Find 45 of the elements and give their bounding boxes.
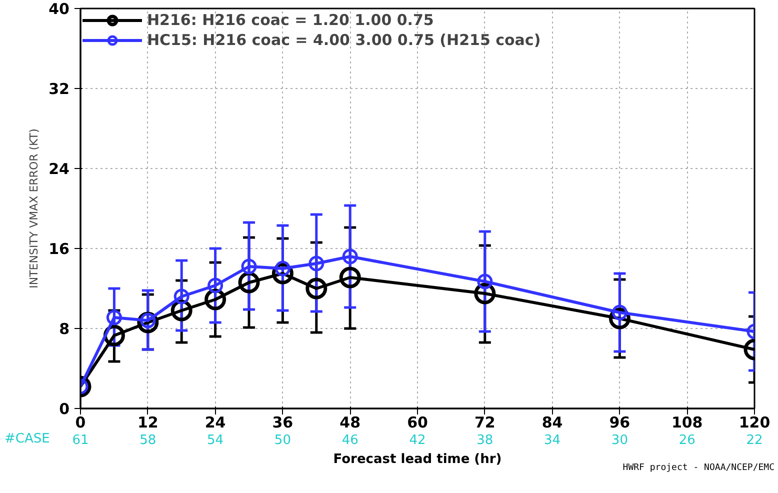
x-tick-label: 84 bbox=[542, 414, 563, 432]
x-tick-label: 72 bbox=[474, 414, 496, 432]
text: 38 bbox=[476, 433, 494, 448]
x-tick-label: 60 bbox=[407, 414, 428, 432]
point bbox=[238, 272, 260, 294]
y-tick-label: 16 bbox=[48, 240, 70, 258]
text: 46 bbox=[342, 433, 358, 448]
point bbox=[477, 274, 493, 290]
text: 34 bbox=[544, 433, 561, 448]
point bbox=[339, 266, 361, 288]
text: HWRF project - NOAA/NCEP/EMC bbox=[622, 462, 774, 473]
y-axis-title: INTENSITY VMAX ERROR (KT) bbox=[28, 128, 41, 288]
text: 22 bbox=[746, 433, 763, 448]
text: 26 bbox=[678, 433, 696, 448]
x-tick-label: 108 bbox=[671, 414, 703, 432]
point bbox=[306, 278, 328, 300]
point bbox=[474, 282, 496, 304]
text: 61 bbox=[72, 433, 89, 448]
point bbox=[106, 310, 122, 326]
point bbox=[174, 288, 190, 304]
point bbox=[241, 258, 257, 274]
text: 50 bbox=[274, 433, 291, 448]
x-tick-label: 36 bbox=[272, 414, 294, 432]
y-tick-label: 8 bbox=[59, 320, 70, 338]
x-axis-title: Forecast lead time (hr) bbox=[333, 452, 502, 467]
text: 58 bbox=[140, 433, 156, 448]
text: 30 bbox=[611, 433, 628, 448]
y-tick-label: 32 bbox=[48, 80, 70, 98]
point bbox=[208, 278, 224, 294]
x-tick-label: 24 bbox=[204, 414, 226, 432]
x-tick-label: 48 bbox=[340, 414, 361, 432]
y-tick-label: 24 bbox=[48, 160, 70, 178]
x-tick-label: 120 bbox=[738, 414, 770, 432]
y-tick-label: 40 bbox=[48, 0, 70, 18]
legend-label: HC15: H216 coac = 4.00 3.00 0.75 (H215 coac) bbox=[147, 31, 541, 49]
text: 42 bbox=[409, 433, 426, 448]
point bbox=[308, 256, 324, 272]
x-tick-label: 0 bbox=[75, 414, 86, 432]
point bbox=[342, 248, 358, 264]
x-tick-label: 96 bbox=[609, 414, 630, 432]
legend-label: H216: H216 coac = 1.20 1.00 0.75 bbox=[147, 11, 434, 29]
x-tick-label: 12 bbox=[137, 414, 158, 432]
text: 54 bbox=[207, 433, 224, 448]
text: #CASE bbox=[4, 432, 50, 447]
y-tick-label: 0 bbox=[59, 400, 70, 418]
